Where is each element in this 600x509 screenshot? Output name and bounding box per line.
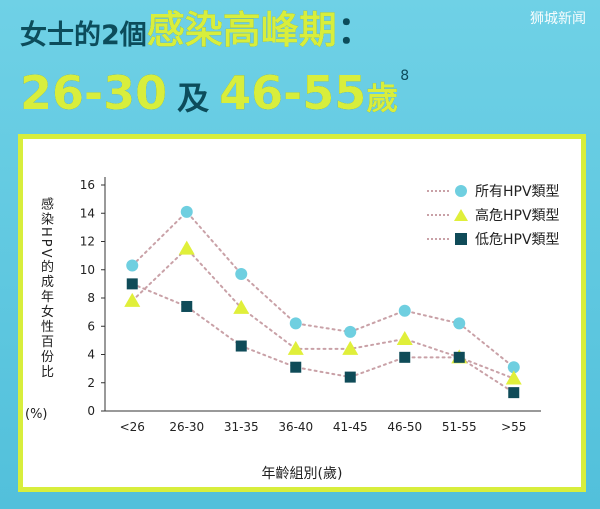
series-markers	[124, 205, 522, 399]
data-point-triangle	[505, 370, 522, 385]
circle-marker-icon	[453, 183, 469, 199]
x-tick-label: 31-35	[224, 420, 259, 434]
data-point-square	[399, 351, 411, 363]
y-tick-label: 2	[87, 376, 95, 390]
watermark: 狮城新闻	[530, 11, 586, 27]
data-point-square	[235, 340, 247, 352]
data-point-circle	[180, 205, 193, 218]
headline-emphasis: 感染高峰期	[146, 8, 337, 52]
data-point-circle	[453, 317, 466, 330]
legend-item-low: 低危HPV類型	[427, 227, 560, 251]
data-point-circle	[507, 361, 520, 374]
data-point-square	[453, 351, 465, 363]
headline-range-2: 46-55	[219, 66, 367, 120]
triangle-marker-icon	[453, 207, 469, 223]
data-point-circle	[344, 325, 357, 338]
data-point-triangle	[124, 292, 141, 307]
legend-label: 高危HPV類型	[475, 208, 560, 224]
series-line	[131, 282, 515, 394]
x-tick-label: >55	[501, 420, 526, 434]
y-tick-label: 0	[87, 404, 95, 418]
legend: 所有HPV類型 高危HPV類型 低危HPV類型	[427, 179, 560, 251]
y-tick-label: 4	[87, 348, 95, 362]
y-tick-label: 16	[80, 178, 95, 192]
square-marker-icon	[453, 231, 469, 247]
y-tick-label: 8	[87, 291, 95, 305]
chart-card: 0 2 4 6 8 10 12 14 16 <26 26-30 31-35 36-40 41-45 46-5…	[18, 134, 586, 492]
chart-axes: 0 2 4 6 8 10 12 14 16 <26 26-30 31-35 36-40 41-45 46-5…	[80, 177, 541, 434]
series-line	[131, 247, 515, 380]
legend-connector	[427, 190, 449, 192]
series-line	[131, 210, 515, 369]
data-point-triangle	[287, 340, 304, 355]
legend-connector	[427, 214, 449, 216]
data-point-triangle	[178, 240, 195, 255]
y-tick-label: 10	[80, 263, 95, 277]
data-point-circle	[289, 317, 302, 330]
x-tick-label: 41-45	[333, 420, 368, 434]
data-point-square	[508, 387, 520, 399]
y-axis-unit: (%)	[25, 407, 48, 422]
legend-item-all: 所有HPV類型	[427, 179, 560, 203]
data-point-square	[290, 361, 302, 373]
legend-connector	[427, 238, 449, 240]
x-axis-title: 年齡組別(歲)	[261, 466, 343, 482]
headline-line-2: 26-30 及 46-55 歲 8	[20, 62, 409, 120]
headline-conjunction: 及	[177, 79, 210, 117]
series-lines	[131, 210, 515, 394]
legend-label: 所有HPV類型	[475, 184, 560, 200]
headline-range-1: 26-30	[20, 66, 168, 120]
headline-prefix: 女士的2個	[20, 20, 147, 51]
x-tick-label: 46-50	[387, 420, 422, 434]
data-point-square	[126, 278, 138, 290]
y-tick-label: 12	[80, 235, 95, 249]
y-tick-label: 14	[80, 206, 95, 220]
headline-colon: ：	[336, 8, 375, 52]
x-tick-label: 51-55	[442, 420, 477, 434]
line-chart: 0 2 4 6 8 10 12 14 16 <26 26-30 31-35 36-40 41-45 46-5…	[80, 177, 541, 434]
x-tick-label: 36-40	[278, 420, 313, 434]
y-tick-label: 6	[87, 319, 95, 333]
data-point-circle	[126, 259, 139, 272]
data-point-triangle	[342, 340, 359, 355]
y-axis-title: 感染HPV的成年女性百份比	[38, 197, 53, 380]
headline-line-1: 女士的2個 感染高峰期 ：	[20, 8, 375, 52]
legend-label: 低危HPV類型	[475, 232, 560, 248]
data-point-circle	[398, 304, 411, 317]
headline-unit: 歲	[366, 79, 399, 117]
x-tick-label: 26-30	[169, 420, 204, 434]
data-point-square	[181, 300, 193, 312]
headline-footnote: 8	[400, 68, 410, 84]
x-tick-label: <26	[120, 420, 145, 434]
data-point-square	[344, 371, 356, 383]
legend-item-high: 高危HPV類型	[427, 203, 560, 227]
data-point-circle	[235, 267, 248, 280]
data-point-triangle	[233, 299, 250, 314]
data-point-triangle	[396, 330, 413, 345]
